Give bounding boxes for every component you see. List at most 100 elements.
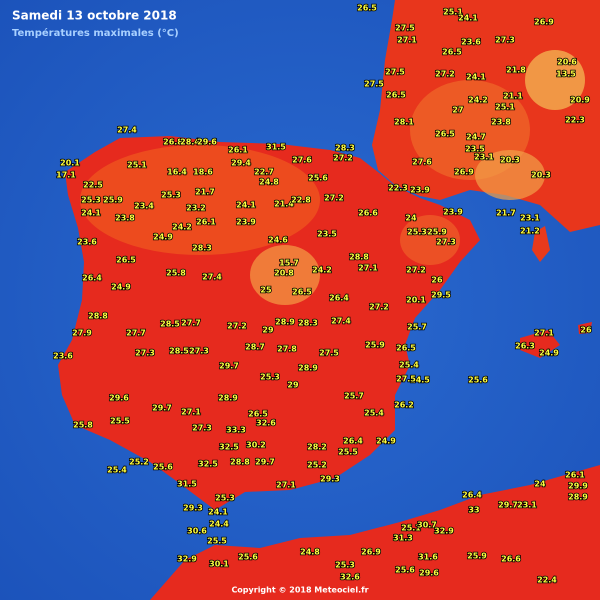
temperature-label: 25.6 — [238, 553, 258, 562]
temperature-label: 27.1 — [397, 36, 417, 45]
temperature-label: 27.6 — [412, 158, 432, 167]
temperature-label: 25.4 — [399, 361, 419, 370]
temperature-label: 20.9 — [570, 96, 590, 105]
temperature-label: 25.3 — [260, 373, 280, 382]
cool-zone — [525, 50, 585, 110]
temperature-label: 28.5 — [169, 347, 189, 356]
temperature-label: 24.5 — [410, 376, 430, 385]
temperature-label: 21.8 — [506, 66, 526, 75]
temperature-label: 31.5 — [177, 480, 197, 489]
temperature-label: 26.5 — [357, 4, 377, 13]
temperature-label: 25.9 — [467, 552, 487, 561]
temperature-label: 28.1 — [394, 118, 414, 127]
temperature-label: 29.7 — [498, 501, 518, 510]
temperature-label: 27.5 — [396, 375, 416, 384]
station-labels: 27.426.828.429.626.1 31.525.116.4 18.629.4… — [52, 3, 592, 586]
temperature-label: 25.4 — [107, 466, 127, 475]
temperature-label: 13.5 — [556, 70, 576, 79]
temperature-label: 29.7 — [219, 362, 239, 371]
temperature-label: 24.4 — [209, 520, 229, 529]
temperature-label: 23.9 — [410, 186, 430, 195]
temperature-label: 32.6 — [340, 573, 360, 582]
temperature-label: 25.2 — [129, 458, 149, 467]
temperature-label: 24.2 — [172, 223, 192, 232]
temperature-label: 27.1 — [276, 481, 296, 490]
temperature-label: 21.7 — [195, 188, 215, 197]
temperature-label: 20.6 — [557, 58, 577, 67]
temperature-label: 23.6 — [53, 352, 73, 361]
temperature-label: 27.1 — [181, 408, 201, 417]
temperature-label: 26.5 — [396, 344, 416, 353]
temperature-label: 22.3 — [565, 116, 585, 125]
temperature-label: 26.5 — [442, 48, 462, 57]
temperature-label: 33.3 — [226, 426, 246, 435]
temperature-label: 28.7 — [245, 343, 265, 352]
temperature-label: 26.6 — [358, 209, 378, 218]
temperature-label: 23.1 — [517, 501, 537, 510]
temperature-label: 25.4 — [364, 409, 384, 418]
temperature-label: 29.3 — [320, 475, 340, 484]
temperature-label: 26.5 — [292, 288, 312, 297]
temperature-label: 28.9 — [218, 394, 238, 403]
temperature-label: 25.6 — [153, 463, 173, 472]
temperature-label: 24.2 — [312, 266, 332, 275]
temperature-label: 31.6 — [418, 553, 438, 562]
temperature-label: 28.3 — [192, 244, 212, 253]
temperature-label: 28.8 — [230, 458, 250, 467]
temperature-label: 31.5 — [266, 143, 286, 152]
temperature-label: 27.9 — [72, 329, 92, 338]
temperature-label: 29 — [262, 326, 274, 335]
corsica — [532, 226, 550, 262]
temperature-label: 28.2 — [307, 443, 327, 452]
temperature-label: 25.7 — [407, 323, 427, 332]
temperature-label: 20.3 — [500, 156, 520, 165]
temperature-label: 17.1 — [56, 171, 76, 180]
temperature-label: 25.5 — [110, 417, 130, 426]
temperature-label: 25.3 — [161, 191, 181, 200]
warm-zone — [80, 145, 320, 255]
temperature-label: 27.4 — [202, 273, 222, 282]
temperature-label: 28.3 — [298, 319, 318, 328]
temperature-label: 23.6 — [461, 38, 481, 47]
temperature-label: 24.1 — [458, 14, 478, 23]
temperature-label: 24.1 — [236, 201, 256, 210]
temperature-label: 28.5 — [160, 320, 180, 329]
temperature-label: 21.2 — [520, 227, 540, 236]
balearics — [520, 322, 592, 358]
temperature-label: 25.6 — [308, 174, 328, 183]
copyright: Copyright © 2018 Meteociel.fr — [231, 586, 368, 595]
temperature-label: 26.9 — [454, 168, 474, 177]
temperature-label: 27.5 — [385, 68, 405, 77]
temperature-label: 22.7 — [254, 168, 274, 177]
temperature-label: 27.2 — [324, 194, 344, 203]
temperature-label: 23.8 — [115, 214, 135, 223]
temperature-label: 26.4 — [329, 294, 349, 303]
temperature-label: 25.8 — [73, 421, 93, 430]
temperature-label: 26.5 — [386, 91, 406, 100]
temperature-label: 27.1 — [358, 264, 378, 273]
temperature-label: 27.7 — [126, 329, 146, 338]
temperature-label: 23.5 — [317, 230, 337, 239]
temperature-label: 24.8 — [259, 178, 279, 187]
temperature-label: 20.8 — [274, 269, 294, 278]
temperature-label: 27.4 — [117, 126, 137, 135]
temperature-label: 25.2 — [307, 461, 327, 470]
temperature-label: 27.2 — [227, 322, 247, 331]
temperature-label: 23.8 — [491, 118, 511, 127]
africa — [150, 465, 600, 600]
temperature-label: 28.8 — [88, 312, 108, 321]
temperature-label: 29.3 — [183, 504, 203, 513]
temperature-label: 28.3 — [335, 144, 355, 153]
temperature-label: 27.7 — [181, 319, 201, 328]
temperature-label: 21.4 — [274, 200, 294, 209]
temperature-label: 29.6 — [197, 138, 217, 147]
temperature-label: 29 — [287, 381, 299, 390]
temperature-label: 25.9 — [427, 228, 447, 237]
temperature-label: 26.2 — [394, 401, 414, 410]
temperature-label: 25.3 — [215, 494, 235, 503]
temperature-label: 26.1 — [228, 146, 248, 155]
temperature-label: 25.9 — [365, 341, 385, 350]
temperature-label: 25.6 — [468, 376, 488, 385]
temperature-label: 24.9 — [111, 283, 131, 292]
